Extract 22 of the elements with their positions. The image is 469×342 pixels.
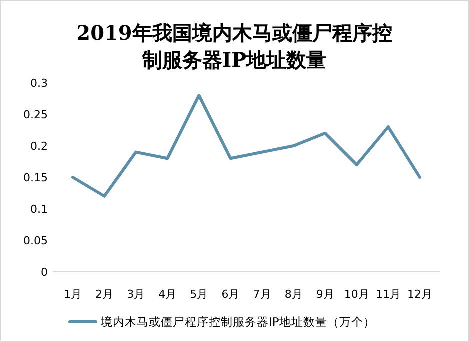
y-tick-label: 0 bbox=[41, 266, 48, 279]
x-tick-label: 7月 bbox=[253, 288, 272, 301]
x-tick-label: 4月 bbox=[158, 288, 177, 301]
x-tick-label: 10月 bbox=[344, 288, 370, 301]
x-tick-label: 11月 bbox=[376, 288, 401, 301]
x-tick-label: 3月 bbox=[127, 288, 146, 301]
legend-label: 境内木马或僵尸程序控制服务器IP地址数量（万个） bbox=[100, 315, 376, 330]
x-tick-label: 2月 bbox=[96, 288, 114, 301]
x-tick-label: 5月 bbox=[190, 288, 208, 301]
x-tick-label: 12月 bbox=[408, 288, 432, 301]
y-tick-label: 0.2 bbox=[30, 140, 48, 153]
x-tick-label: 8月 bbox=[284, 288, 303, 301]
y-tick-label: 0.15 bbox=[24, 171, 48, 184]
y-tick-label: 0.1 bbox=[30, 202, 48, 216]
y-tick-label: 0.3 bbox=[30, 76, 48, 90]
y-tick-label: 0.05 bbox=[24, 234, 48, 248]
y-tick-label: 0.25 bbox=[24, 108, 48, 122]
chart-title: 2019年我国境内木马或僵尸程序控制服务器IP地址数量 bbox=[76, 21, 392, 72]
x-tick-label: 1月 bbox=[64, 288, 82, 301]
line-series bbox=[72, 94, 422, 198]
x-tick-label: 9月 bbox=[316, 288, 334, 301]
x-tick-label: 6月 bbox=[222, 288, 240, 301]
